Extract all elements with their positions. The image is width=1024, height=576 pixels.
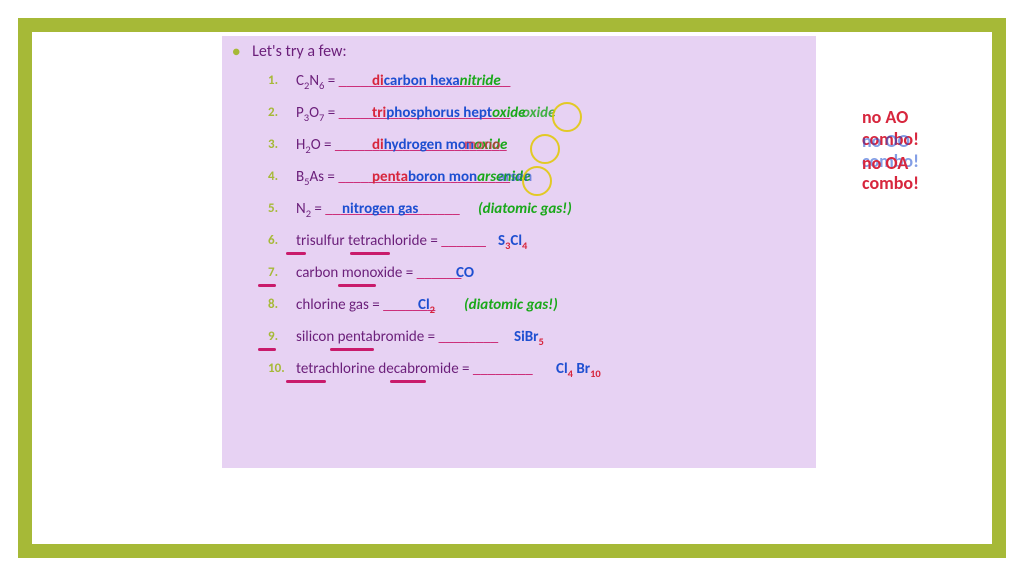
slide-title-row: ● Let's try a few: xyxy=(232,42,806,61)
ans-el2: Br xyxy=(573,360,590,378)
ans-sub1: 4 xyxy=(568,367,573,380)
underline-icon xyxy=(390,380,426,383)
ans-el1: S xyxy=(498,232,505,250)
list-item: C2N6 = _______________________ dicarbon … xyxy=(268,65,806,97)
slide-title: Let's try a few: xyxy=(252,42,347,61)
underline-icon xyxy=(286,252,306,255)
item-list: C2N6 = _______________________ dicarbon … xyxy=(268,65,806,385)
note: no AO xyxy=(862,106,1022,128)
list-item: tetrachlorine decabromide = ________ Cl4… xyxy=(268,353,806,385)
underline-icon xyxy=(330,348,374,351)
underline-icon xyxy=(338,284,376,287)
note: combo! xyxy=(862,172,1022,194)
ans-sub1: 3 xyxy=(505,239,510,252)
ans-sub2: 4 xyxy=(522,239,527,252)
list-item: N2 = __________________ nitrogen gas (di… xyxy=(268,193,806,225)
ans-tail: (diatomic gas!) xyxy=(478,193,572,225)
ans-el1: Cl xyxy=(556,360,568,378)
bullet-icon: ● xyxy=(232,43,240,60)
note: no OO xyxy=(862,130,910,152)
note: no OA xyxy=(862,152,908,174)
ans-el2: Cl xyxy=(510,232,522,250)
ans-sub2: 10 xyxy=(590,367,601,380)
underline-icon xyxy=(350,252,390,255)
ans-el1: SiBr xyxy=(514,328,539,346)
underline-icon xyxy=(258,284,276,287)
ring-icon xyxy=(522,166,552,196)
ring-icon xyxy=(552,102,582,132)
ring-icon xyxy=(530,134,560,164)
underline-icon xyxy=(286,380,326,383)
ans-overlay2: oxide xyxy=(522,97,555,129)
list-item: P3O7 = _______________________ triphosph… xyxy=(268,97,806,129)
slide-frame: ● Let's try a few: C2N6 = ______________… xyxy=(18,18,1006,558)
underline-icon xyxy=(258,348,276,351)
list-item: trisulfur tetrachloride = ______ S3Cl4 xyxy=(268,225,806,257)
ans-tail: (diatomic gas!) xyxy=(464,289,558,321)
ans-sub1: 5 xyxy=(539,335,544,348)
list-item: chlorine gas = _______ Cl2 (diatomic gas… xyxy=(268,289,806,321)
side-notes: no AO combo! no OO combo! no OA combo! xyxy=(862,106,1022,194)
slide-content: ● Let's try a few: C2N6 = ______________… xyxy=(222,36,816,468)
